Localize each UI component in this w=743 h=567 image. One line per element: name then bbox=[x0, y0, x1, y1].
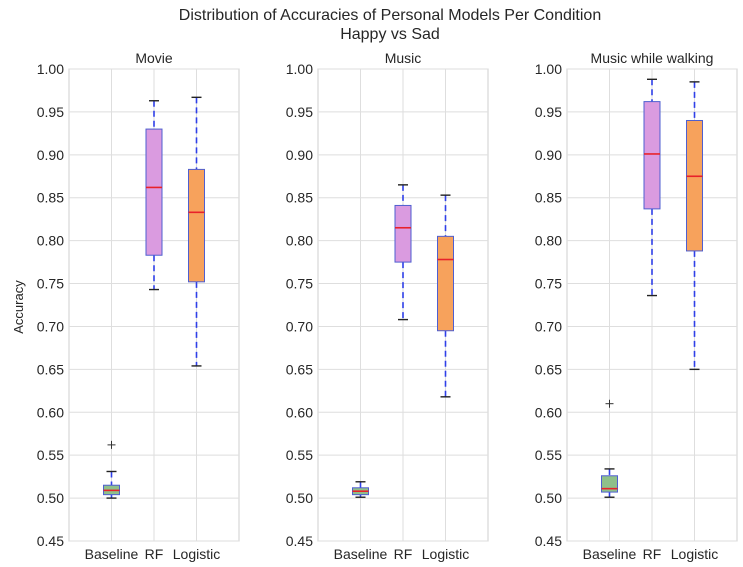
y-tick-label: 0.45 bbox=[535, 533, 562, 549]
box-baseline bbox=[352, 481, 369, 498]
y-tick-label: 0.45 bbox=[286, 533, 313, 549]
chart-subtitle: Happy vs Sad bbox=[340, 26, 440, 43]
box-rf bbox=[145, 100, 163, 291]
outlier-marker bbox=[107, 440, 116, 449]
y-tick-label: 0.50 bbox=[535, 490, 562, 506]
y-tick-label: 0.95 bbox=[535, 104, 562, 120]
iqr-box bbox=[601, 475, 618, 493]
box-rf bbox=[643, 78, 661, 297]
y-tick-label: 0.65 bbox=[286, 361, 313, 377]
y-tick-label: 0.70 bbox=[37, 318, 64, 334]
panel-2: 0.45 0.50 0.55 0.60 0.65 0.70 0.75 0.80 0.85 0.90… bbox=[286, 50, 489, 562]
box-baseline bbox=[601, 399, 618, 498]
y-tick-label: 0.50 bbox=[286, 490, 313, 506]
y-tick-label: 1.00 bbox=[37, 61, 64, 77]
y-tick-label: 0.85 bbox=[37, 190, 64, 206]
x-tick-label: Baseline bbox=[334, 546, 388, 562]
iqr-box bbox=[686, 119, 703, 252]
panel-title: Movie bbox=[135, 50, 173, 66]
y-tick-label: 0.80 bbox=[37, 233, 64, 249]
box-logistic bbox=[686, 81, 703, 371]
y-tick-label: 0.80 bbox=[286, 233, 313, 249]
x-tick-label: Baseline bbox=[85, 546, 139, 562]
y-tick-label: 0.90 bbox=[286, 147, 313, 163]
box-logistic bbox=[437, 194, 454, 398]
y-tick-label: 0.55 bbox=[286, 447, 313, 463]
iqr-box bbox=[188, 168, 205, 283]
y-tick-label: 0.60 bbox=[535, 404, 562, 420]
x-tick-label: RF bbox=[643, 546, 662, 562]
y-tick-label: 0.90 bbox=[535, 147, 562, 163]
y-tick-label: 0.55 bbox=[535, 447, 562, 463]
y-tick-label: 0.95 bbox=[37, 104, 64, 120]
iqr-box bbox=[394, 204, 412, 263]
y-tick-label: 0.85 bbox=[286, 190, 313, 206]
iqr-box bbox=[437, 235, 454, 332]
x-tick-label: Logistic bbox=[671, 546, 718, 562]
y-axis-label: Accuracy bbox=[11, 280, 26, 334]
x-tick-label: Baseline bbox=[583, 546, 637, 562]
panel-3: 0.45 0.50 0.55 0.60 0.65 0.70 0.75 0.80 0.85 0.90… bbox=[535, 50, 738, 562]
panel-1: 0.45 0.50 0.55 0.60 0.65 0.70 0.75 0.80 0.85 0.90… bbox=[37, 50, 240, 562]
box-rf bbox=[394, 184, 412, 321]
y-tick-label: 0.60 bbox=[286, 404, 313, 420]
y-tick-label: 0.60 bbox=[37, 404, 64, 420]
iqr-box bbox=[145, 128, 163, 256]
y-tick-label: 0.65 bbox=[535, 361, 562, 377]
y-tick-label: 1.00 bbox=[286, 61, 313, 77]
outlier-marker bbox=[605, 399, 614, 408]
box-baseline bbox=[103, 440, 120, 499]
x-tick-label: RF bbox=[394, 546, 413, 562]
y-tick-label: 0.75 bbox=[37, 276, 64, 292]
y-tick-label: 0.65 bbox=[37, 361, 64, 377]
y-tick-label: 0.75 bbox=[535, 276, 562, 292]
y-tick-label: 0.75 bbox=[286, 276, 313, 292]
chart-panels: 0.45 0.50 0.55 0.60 0.65 0.70 0.75 0.80 0.85 0.90… bbox=[37, 50, 738, 562]
y-tick-label: 0.80 bbox=[535, 233, 562, 249]
y-tick-label: 0.70 bbox=[286, 318, 313, 334]
y-tick-label: 0.85 bbox=[535, 190, 562, 206]
y-tick-label: 0.50 bbox=[37, 490, 64, 506]
y-tick-label: 0.70 bbox=[535, 318, 562, 334]
panel-title: Music while walking bbox=[591, 50, 714, 66]
y-tick-label: 0.90 bbox=[37, 147, 64, 163]
y-tick-label: 0.95 bbox=[286, 104, 313, 120]
chart-title: Distribution of Accuracies of Personal M… bbox=[179, 7, 601, 24]
y-tick-label: 1.00 bbox=[535, 61, 562, 77]
box-logistic bbox=[188, 96, 205, 367]
x-tick-label: Logistic bbox=[173, 546, 220, 562]
x-tick-label: Logistic bbox=[422, 546, 469, 562]
x-tick-label: RF bbox=[145, 546, 164, 562]
y-tick-label: 0.45 bbox=[37, 533, 64, 549]
y-tick-label: 0.55 bbox=[37, 447, 64, 463]
iqr-box bbox=[643, 101, 661, 210]
panel-title: Music bbox=[385, 50, 422, 66]
